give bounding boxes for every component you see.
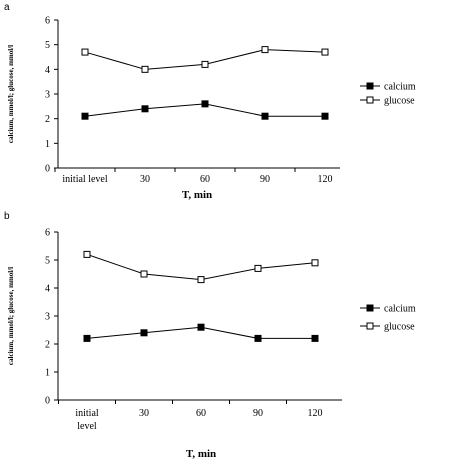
x-tick-label: 60 — [200, 174, 210, 185]
data-point-glucose — [141, 65, 149, 73]
y-tick-label: 2 — [45, 114, 50, 125]
y-axis-title: calcium, mmol/l; glucose, mmol/l — [7, 267, 15, 365]
y-tick-label: 4 — [45, 284, 50, 295]
panel-label: b — [4, 211, 10, 222]
legend-label: glucose — [384, 322, 415, 333]
x-axis-title: T, min — [186, 448, 216, 460]
x-tick-label: 90 — [253, 408, 263, 419]
data-point-glucose — [311, 259, 319, 267]
data-point-glucose — [261, 46, 269, 54]
x-tick-label: 120 — [308, 408, 323, 419]
data-point-glucose — [81, 48, 89, 56]
x-tick-label: initial level — [75, 408, 99, 432]
x-tick-label: 120 — [318, 174, 333, 185]
y-tick-label: 6 — [45, 228, 50, 239]
legend-label: glucose — [384, 96, 415, 107]
legend-marker-glucose — [366, 96, 374, 104]
y-tick-label: 1 — [45, 368, 50, 379]
y-axis-title: calcium, mmol/l; glucose, mmol/l — [7, 45, 15, 143]
y-tick-label: 1 — [45, 139, 50, 150]
y-tick-label: 0 — [45, 396, 50, 407]
y-tick-label: 6 — [45, 16, 50, 27]
x-tick-label: 30 — [139, 408, 149, 419]
data-point-calcium — [254, 334, 262, 342]
data-point-calcium — [201, 100, 209, 108]
data-point-glucose — [83, 250, 91, 258]
y-tick-label: 3 — [45, 90, 50, 101]
data-point-glucose — [140, 270, 148, 278]
legend-marker-glucose — [366, 322, 374, 330]
chart-b: b 0 1 2 3 4 5 6 initial level 30 60 90 120 T, min calci… — [4, 211, 416, 460]
legend-marker-calcium — [366, 304, 374, 312]
data-point-glucose — [201, 60, 209, 68]
data-point-calcium — [83, 334, 91, 342]
y-tick-label: 4 — [45, 65, 50, 76]
data-point-glucose — [197, 276, 205, 284]
chart-a: a 0 1 2 3 4 5 6 initial level 30 60 90 120 T, min calc… — [4, 2, 416, 201]
data-point-calcium — [311, 334, 319, 342]
data-point-calcium — [141, 105, 149, 113]
data-point-calcium — [261, 112, 269, 120]
data-point-glucose — [254, 264, 262, 272]
x-tick-label: 30 — [140, 174, 150, 185]
legend-label: calcium — [384, 304, 416, 315]
data-point-calcium — [197, 323, 205, 331]
x-tick-label: initial level — [62, 174, 107, 185]
x-tick-label: 90 — [260, 174, 270, 185]
x-tick-label: 60 — [196, 408, 206, 419]
series-line-glucose — [86, 253, 316, 281]
y-tick-label: 5 — [45, 256, 50, 267]
y-tick-label: 2 — [45, 340, 50, 351]
data-point-calcium — [140, 329, 148, 337]
x-axis-title: T, min — [182, 189, 212, 201]
legend-label: calcium — [384, 82, 416, 93]
data-point-glucose — [321, 48, 329, 56]
data-point-calcium — [81, 112, 89, 120]
data-point-calcium — [321, 112, 329, 120]
y-tick-label: 0 — [45, 164, 50, 175]
panel-label: a — [4, 2, 10, 13]
y-tick-label: 5 — [45, 40, 50, 51]
legend-marker-calcium — [366, 82, 374, 90]
y-tick-label: 3 — [45, 312, 50, 323]
